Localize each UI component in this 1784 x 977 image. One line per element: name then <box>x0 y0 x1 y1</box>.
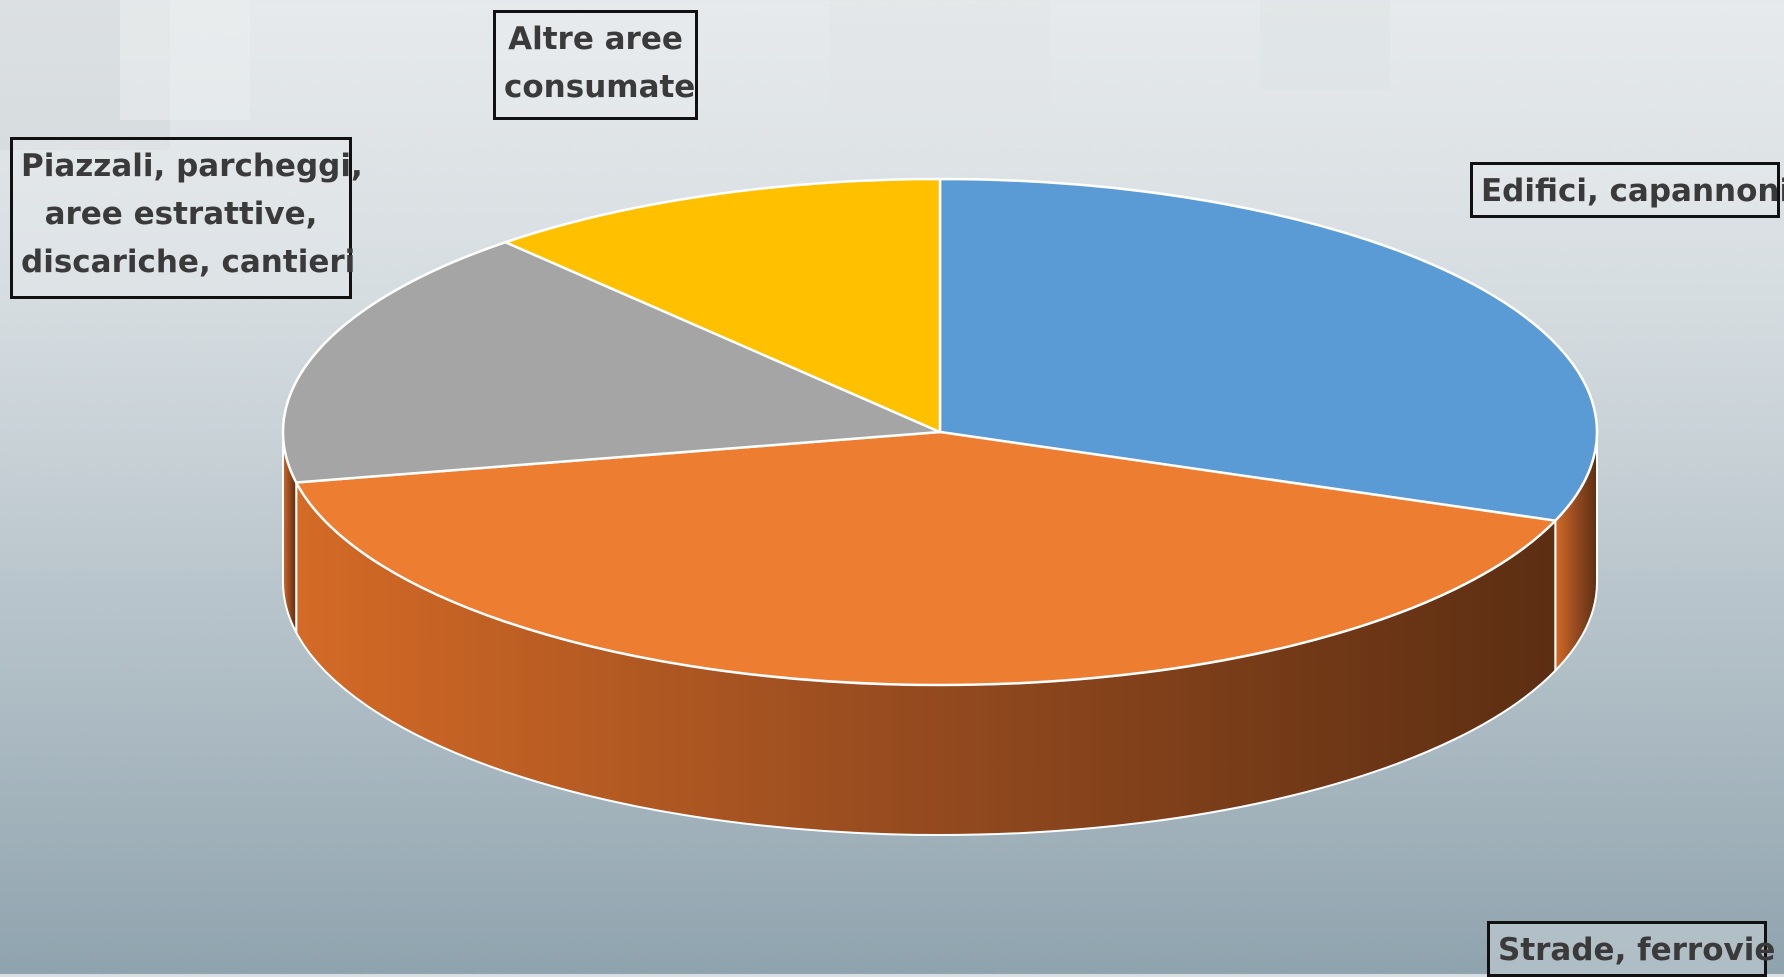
slice-label-piazzali-line3: discariche, cantieri <box>21 244 356 280</box>
slice-label-altre: Altre aree consumate <box>493 10 698 120</box>
slice-label-altre-line2: consumate <box>504 69 696 105</box>
slice-label-edifici: Edifici, capannoni <box>1470 162 1784 218</box>
pie-slice-strade <box>294 430 1557 687</box>
pie-slice-piazzali <box>281 240 942 484</box>
pie-top-face <box>281 177 1599 687</box>
slice-label-piazzali-line2: aree estrattive, <box>44 196 318 232</box>
slice-label-strade: Strade, ferrovie <box>1487 921 1775 977</box>
pie-slice-edifici <box>938 177 1599 522</box>
slice-label-altre-line1: Altre aree <box>508 21 683 57</box>
pie-slice-altre <box>504 177 942 434</box>
slice-label-piazzali: Piazzali, parcheggi, aree estrattive, di… <box>10 137 363 299</box>
slice-label-edifici-text: Edifici, capannoni <box>1481 173 1784 209</box>
slice-label-piazzali-line1: Piazzali, parcheggi, <box>21 148 363 184</box>
slice-label-strade-text: Strade, ferrovie <box>1498 932 1776 968</box>
